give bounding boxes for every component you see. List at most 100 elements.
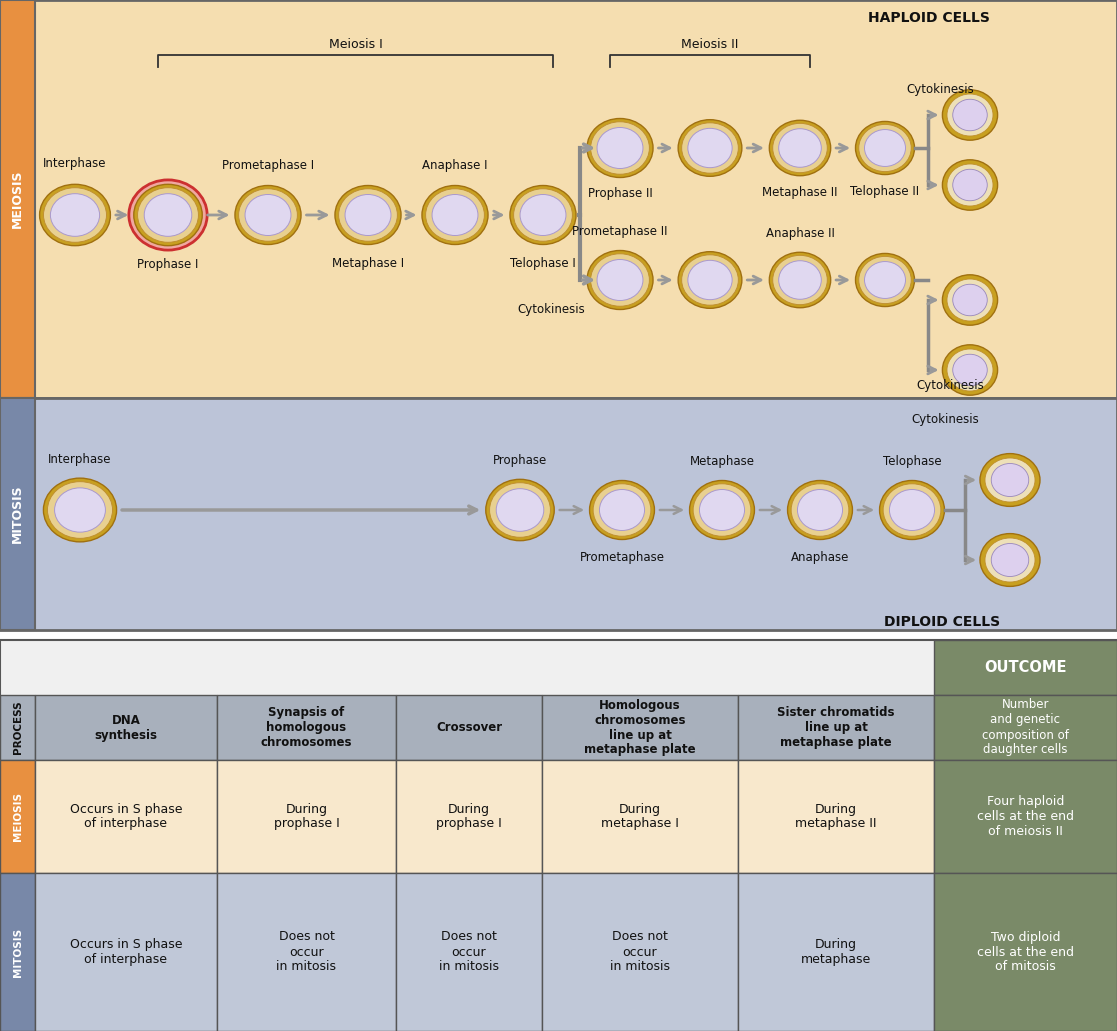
Text: Meiosis II: Meiosis II [681,38,738,52]
Bar [542,760,738,873]
Ellipse shape [980,534,1040,587]
Ellipse shape [947,164,993,206]
Bar [35,695,217,760]
Text: Occurs in S phase
of interphase: Occurs in S phase of interphase [69,802,182,831]
Ellipse shape [991,543,1029,576]
Ellipse shape [791,484,849,536]
Bar [397,760,542,873]
Ellipse shape [591,122,649,174]
Bar [0,760,35,873]
Ellipse shape [39,185,111,245]
Ellipse shape [865,262,906,298]
Text: Prometaphase: Prometaphase [580,552,665,565]
Text: DNA
synthesis: DNA synthesis [95,713,157,741]
Text: During
prophase I: During prophase I [436,802,502,831]
Ellipse shape [600,490,645,531]
Text: During
metaphase II: During metaphase II [795,802,877,831]
Text: Cytokinesis: Cytokinesis [906,84,974,97]
Ellipse shape [338,189,398,241]
Ellipse shape [137,188,199,242]
Text: Interphase: Interphase [48,453,112,466]
Ellipse shape [787,480,852,539]
Text: Crossover: Crossover [436,721,502,734]
Ellipse shape [128,179,207,251]
Ellipse shape [859,125,911,171]
Ellipse shape [486,479,554,540]
Ellipse shape [689,480,754,539]
Ellipse shape [879,480,945,539]
Text: Cytokinesis: Cytokinesis [916,378,984,392]
Ellipse shape [953,285,987,315]
Ellipse shape [426,189,485,241]
Bar [542,695,738,760]
Ellipse shape [235,186,302,244]
Ellipse shape [514,189,572,241]
Ellipse shape [134,185,202,245]
Text: Does not
occur
in mitosis: Does not occur in mitosis [610,931,670,973]
Ellipse shape [779,129,821,167]
Text: Cytokinesis: Cytokinesis [517,303,585,317]
Ellipse shape [598,260,643,300]
Text: Number
and genetic
composition of
daughter cells: Number and genetic composition of daught… [982,698,1069,757]
Text: MEIOSIS: MEIOSIS [10,170,23,228]
Bar [397,695,542,760]
Text: Telophase: Telophase [882,456,942,468]
Ellipse shape [496,489,544,531]
Bar [934,873,1117,1031]
Text: Anaphase: Anaphase [791,552,849,565]
Bar [0,398,35,630]
Bar [738,695,934,760]
Ellipse shape [432,195,478,235]
Text: Prophase II: Prophase II [588,188,652,200]
Ellipse shape [859,257,911,303]
Text: Cytokinesis: Cytokinesis [911,413,978,427]
Text: Synapsis of
homologous
chromosomes: Synapsis of homologous chromosomes [260,706,352,749]
Ellipse shape [681,255,738,305]
Ellipse shape [947,350,993,391]
Ellipse shape [245,195,290,235]
Ellipse shape [591,254,649,306]
Bar [397,873,542,1031]
Text: Occurs in S phase
of interphase: Occurs in S phase of interphase [69,938,182,966]
Text: Sister chromatids
line up at
metaphase plate: Sister chromatids line up at metaphase p… [777,706,895,749]
Text: Homologous
chromosomes
line up at
metaphase plate: Homologous chromosomes line up at metaph… [584,698,696,757]
Text: During
metaphase: During metaphase [801,938,871,966]
Ellipse shape [889,490,935,531]
Ellipse shape [953,169,987,201]
Ellipse shape [770,253,831,307]
Ellipse shape [598,128,643,168]
Text: HAPLOID CELLS: HAPLOID CELLS [868,11,990,25]
Ellipse shape [345,195,391,235]
Text: Does not
occur
in mitosis: Does not occur in mitosis [277,931,336,973]
Bar [217,760,397,873]
Ellipse shape [985,538,1035,583]
Bar [0,640,1117,1031]
Ellipse shape [44,188,106,242]
Bar [934,695,1117,760]
Ellipse shape [593,484,651,536]
Ellipse shape [884,484,941,536]
Ellipse shape [770,121,831,175]
Text: DIPLOID CELLS: DIPLOID CELLS [884,616,1000,629]
Ellipse shape [943,275,997,325]
Text: During
metaphase I: During metaphase I [601,802,679,831]
Text: Anaphase I: Anaphase I [422,159,488,171]
Ellipse shape [953,99,987,131]
Ellipse shape [586,119,653,177]
Ellipse shape [943,160,997,210]
Ellipse shape [44,478,116,542]
Text: MEIOSIS: MEIOSIS [12,792,22,841]
Bar [217,873,397,1031]
Ellipse shape [422,186,488,244]
Bar [217,695,397,760]
Text: OUTCOME: OUTCOME [984,660,1067,675]
Ellipse shape [489,483,551,537]
Ellipse shape [521,195,566,235]
Ellipse shape [55,488,105,532]
Ellipse shape [865,130,906,166]
Text: Interphase: Interphase [44,158,107,170]
Text: Telophase I: Telophase I [510,257,576,269]
Bar [0,0,1117,398]
Text: Four haploid
cells at the end
of meiosis II: Four haploid cells at the end of meiosis… [977,795,1075,838]
Ellipse shape [678,252,742,308]
